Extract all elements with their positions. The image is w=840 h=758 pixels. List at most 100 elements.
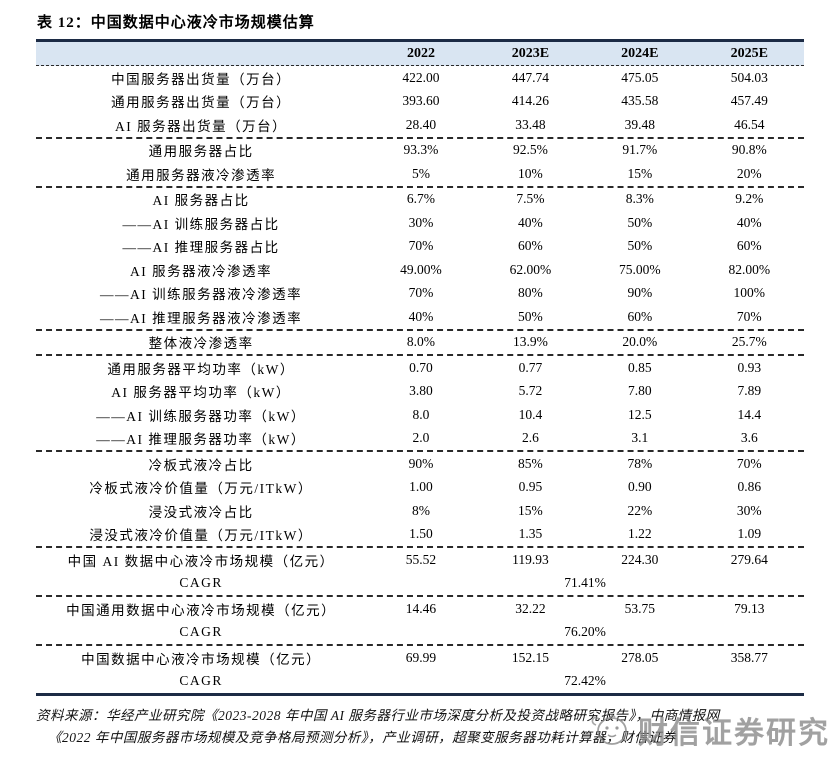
row-value: 14.46 xyxy=(405,600,437,616)
row-value: 8.3% xyxy=(625,191,654,207)
row-label: 通用服务器液冷渗透率 xyxy=(126,167,277,183)
row-value: 8% xyxy=(411,502,430,518)
row-value: 22% xyxy=(627,502,653,518)
row-value: 20% xyxy=(736,165,762,181)
table-row: 通用服务器液冷渗透率 5% 10% 15% 20% xyxy=(36,162,804,186)
row-value: 0.70 xyxy=(409,359,433,375)
table-row: CAGR 72.42% xyxy=(36,670,804,694)
row-value: 30% xyxy=(408,214,434,230)
row-value: 1.35 xyxy=(518,526,543,542)
row-value: 60% xyxy=(518,238,543,254)
row-value: 3.6 xyxy=(740,430,758,446)
table-row: AI 服务器占比 6.7% 7.5% 8.3% 9.2% xyxy=(36,188,804,212)
watermark-text: 财信证券研究 xyxy=(638,717,830,750)
row-value: 457.49 xyxy=(730,93,768,109)
row-value: 3.80 xyxy=(409,383,433,399)
row-label: 通用服务器平均功率（kW） xyxy=(107,361,295,377)
row-value: 91.7% xyxy=(622,142,658,158)
row-value: 75.00% xyxy=(619,261,661,277)
row-label: ——AI 推理服务器功率（kW） xyxy=(96,432,306,448)
row-value: 90% xyxy=(627,285,653,301)
row-label: AI 服务器液冷渗透率 xyxy=(130,263,273,279)
row-value: 90% xyxy=(408,455,434,471)
row-value: 152.15 xyxy=(511,649,549,665)
row-value: 100% xyxy=(733,285,766,301)
table-section: 中国 AI 数据中心液冷市场规模（亿元） 55.52 119.93 224.30 279… xyxy=(36,548,804,597)
row-value: 6.7% xyxy=(406,191,436,207)
row-value: 25.7% xyxy=(731,334,767,350)
row-value: 69.99 xyxy=(405,649,437,665)
row-value: 92.5% xyxy=(512,142,548,158)
row-value: 358.77 xyxy=(730,649,768,665)
row-value: 20.0% xyxy=(622,334,658,350)
header-year-2025e: 2025E xyxy=(730,45,768,61)
row-value: 2.0 xyxy=(412,430,430,446)
row-value: 79.13 xyxy=(734,600,765,616)
row-value: 422.00 xyxy=(402,69,440,85)
table-row: 整体液冷渗透率 8.0% 13.9% 20.0% 25.7% xyxy=(36,331,804,355)
row-value: 28.40 xyxy=(405,116,437,132)
table-row: 中国服务器出货量（万台） 422.00 447.74 475.05 504.03 xyxy=(36,66,804,90)
row-value: 10.4 xyxy=(518,406,543,422)
row-value: 2.6 xyxy=(521,430,539,446)
row-label: 中国数据中心液冷市场规模（亿元） xyxy=(81,651,322,667)
table-row: 中国 AI 数据中心液冷市场规模（亿元） 55.52 119.93 224.30 279… xyxy=(36,548,804,572)
row-value: 504.03 xyxy=(730,69,768,85)
row-label: CAGR xyxy=(179,575,223,591)
row-value: 9.2% xyxy=(735,191,764,207)
row-value: 0.86 xyxy=(737,479,762,495)
row-value: 50% xyxy=(518,308,543,324)
row-label: AI 服务器出货量（万台） xyxy=(115,118,288,134)
row-label: AI 服务器平均功率（kW） xyxy=(111,385,291,401)
brand-watermark: 财信证券研究 xyxy=(590,708,830,752)
table-section: AI 服务器占比 6.7% 7.5% 8.3% 9.2% ——AI 训练服务器占比 30% 4… xyxy=(36,188,804,331)
row-value: 0.90 xyxy=(628,479,652,495)
row-value: 60% xyxy=(627,308,653,324)
row-value: 0.93 xyxy=(737,359,762,375)
row-label: ——AI 推理服务器液冷渗透率 xyxy=(100,310,303,326)
row-value: 85% xyxy=(518,455,543,471)
liquid-cooling-market-table: 2022 2023E 2024E 2025E 中国服务器出货量（万台） 422.0… xyxy=(36,39,804,696)
row-value: 49.00% xyxy=(400,261,442,277)
table-row: ——AI 推理服务器液冷渗透率 40% 50% 60% 70% xyxy=(36,305,804,329)
row-value: 15% xyxy=(627,165,653,181)
row-value: 50% xyxy=(627,238,653,254)
table-row: AI 服务器出货量（万台） 28.40 33.48 39.48 46.54 xyxy=(36,113,804,137)
row-label: 浸没式液冷价值量（万元/ITkW） xyxy=(89,528,313,544)
row-value: 30% xyxy=(736,502,762,518)
row-value: 93.3% xyxy=(403,142,439,158)
mascot-logo-icon xyxy=(591,714,627,745)
row-span-value: 72.42% xyxy=(564,673,606,689)
row-label: CAGR xyxy=(179,624,223,640)
row-value: 8.0% xyxy=(406,334,436,350)
table-row: AI 服务器液冷渗透率 49.00% 62.00% 75.00% 82.00% xyxy=(36,258,804,282)
source-line-1: 资料来源：华经产业研究院《2023-2028 年中国 AI 服务器行业市场深度分… xyxy=(36,708,720,723)
row-value: 14.4 xyxy=(737,406,762,422)
row-value: 224.30 xyxy=(621,551,659,567)
row-value: 82.00% xyxy=(728,261,771,277)
row-value: 13.9% xyxy=(512,334,548,350)
row-value: 1.22 xyxy=(628,526,652,542)
table-body: 中国服务器出货量（万台） 422.00 447.74 475.05 504.03 通用服务… xyxy=(36,66,804,693)
header-year-2022: 2022 xyxy=(406,45,435,61)
row-label: CAGR xyxy=(179,673,223,689)
row-label: 通用服务器出货量（万台） xyxy=(111,95,292,111)
table-section: 冷板式液冷占比 90% 85% 78% 70% 冷板式液冷价值量（万元/ITkW） 1.00… xyxy=(36,452,804,548)
row-label: AI 服务器占比 xyxy=(152,193,250,209)
row-value: 475.05 xyxy=(621,69,659,85)
table-section: 中国服务器出货量（万台） 422.00 447.74 475.05 504.03 通用服务… xyxy=(36,66,804,139)
table-row: ——AI 训练服务器液冷渗透率 70% 80% 90% 100% xyxy=(36,282,804,306)
table-row: ——AI 训练服务器功率（kW） 8.0 10.4 12.5 14.4 xyxy=(36,403,804,427)
row-value: 15% xyxy=(518,502,543,518)
row-label: ——AI 训练服务器功率（kW） xyxy=(96,408,306,424)
row-value: 0.95 xyxy=(518,479,543,495)
row-value: 90.8% xyxy=(731,142,767,158)
row-value: 39.48 xyxy=(624,116,656,132)
table-row: 浸没式液冷价值量（万元/ITkW） 1.50 1.35 1.22 1.09 xyxy=(36,523,804,547)
row-value: 435.58 xyxy=(621,93,659,109)
row-value: 40% xyxy=(736,214,762,230)
row-value: 5.72 xyxy=(518,383,543,399)
source-note: 资料来源：华经产业研究院《2023-2028 年中国 AI 服务器行业市场深度分… xyxy=(36,705,804,748)
row-value: 55.52 xyxy=(405,551,437,567)
